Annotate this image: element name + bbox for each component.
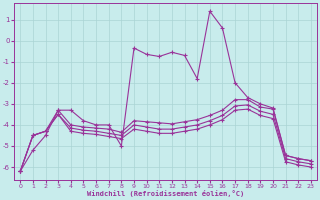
X-axis label: Windchill (Refroidissement éolien,°C): Windchill (Refroidissement éolien,°C)	[87, 190, 244, 197]
